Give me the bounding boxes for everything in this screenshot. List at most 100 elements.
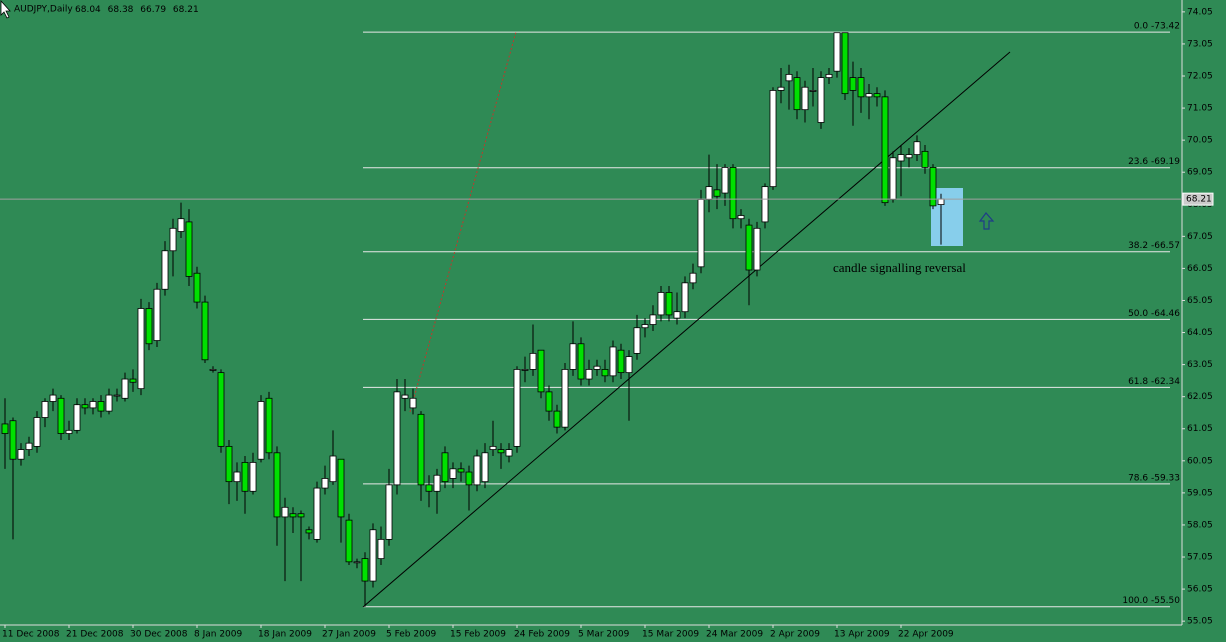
candle-body bbox=[921, 150, 929, 168]
y-tick-label: 64.05 bbox=[1187, 328, 1213, 338]
candle-body bbox=[89, 401, 97, 409]
ohlc-header: 68.04 68.38 66.79 68.21 bbox=[75, 5, 199, 15]
candle-body bbox=[761, 186, 769, 223]
x-tick-label: 24 Mar 2009 bbox=[706, 630, 763, 640]
candle-body bbox=[841, 32, 849, 95]
candle-body bbox=[97, 401, 105, 412]
price-box bbox=[1182, 192, 1214, 206]
candle-body bbox=[553, 410, 561, 428]
fib-fan-line bbox=[409, 31, 517, 413]
y-tick-label: 58.05 bbox=[1187, 520, 1213, 530]
candle-body bbox=[345, 519, 353, 563]
candle-body bbox=[809, 90, 817, 92]
candle-body bbox=[113, 394, 121, 397]
y-tick-label: 59.05 bbox=[1187, 488, 1213, 498]
axes: 55.05 56.05 57.05 58.05 59.05 60.05 61.05 62.05… bbox=[0, 7, 1214, 640]
fib-label: 78.6 -59.33 bbox=[1128, 473, 1180, 483]
candle-body bbox=[849, 77, 857, 91]
x-tick-label: 22 Apr 2009 bbox=[898, 630, 954, 640]
candle-body bbox=[745, 224, 753, 271]
candle-body bbox=[121, 378, 129, 399]
candle-body bbox=[289, 513, 297, 518]
candle-body bbox=[433, 474, 441, 492]
candle-body bbox=[905, 154, 913, 159]
y-tick-label: 55.05 bbox=[1187, 617, 1213, 627]
candle-body bbox=[313, 487, 321, 540]
candle-body bbox=[577, 343, 585, 380]
x-tick-label: 8 Jan 2009 bbox=[194, 630, 242, 640]
candle-body bbox=[609, 346, 617, 377]
candle-body bbox=[441, 452, 449, 483]
candle-body bbox=[521, 369, 529, 371]
x-tick-label: 5 Mar 2009 bbox=[578, 630, 630, 640]
candle-body bbox=[193, 272, 201, 303]
y-tick-label: 63.05 bbox=[1187, 360, 1213, 370]
candle-body bbox=[873, 93, 881, 98]
candle-body bbox=[9, 420, 17, 460]
candle-body bbox=[801, 86, 809, 111]
candle-body bbox=[857, 77, 865, 98]
candle-body bbox=[145, 308, 153, 345]
candle-body bbox=[913, 141, 921, 155]
candle-body bbox=[1, 423, 9, 434]
candle-body bbox=[65, 429, 73, 434]
annotation: candle signalling reversal bbox=[833, 260, 966, 275]
candle-body bbox=[177, 218, 185, 232]
candle-body bbox=[169, 227, 177, 252]
chart-title: AUDJPY,Daily bbox=[14, 5, 73, 15]
header-high: 68.38 bbox=[108, 5, 134, 15]
candle-body bbox=[361, 558, 369, 582]
candle-body bbox=[537, 349, 545, 393]
candle-body bbox=[217, 372, 225, 447]
y-tick-label: 72.05 bbox=[1187, 72, 1213, 82]
candle-body bbox=[825, 73, 833, 79]
candle-body bbox=[417, 413, 425, 486]
fib-label: 100.0 -55.50 bbox=[1122, 596, 1180, 606]
candle-body bbox=[625, 356, 633, 374]
candle-body bbox=[785, 73, 793, 82]
fib-group: 0.0 -73.42 23.6 -69.19 38.2 -66.57 50.0 -64… bbox=[363, 22, 1180, 608]
candle-body bbox=[273, 452, 281, 518]
fib-label: 50.0 -64.46 bbox=[1128, 309, 1180, 319]
candle-body bbox=[353, 561, 361, 564]
y-tick-label: 73.05 bbox=[1187, 39, 1213, 49]
candle-body bbox=[257, 401, 265, 460]
candle-body bbox=[49, 394, 57, 402]
candle-body bbox=[233, 471, 241, 483]
x-tick-label: 11 Dec 2008 bbox=[2, 630, 60, 640]
candle-body bbox=[33, 417, 41, 447]
price-label: 68.21 bbox=[1186, 195, 1212, 205]
x-tick-label: 15 Mar 2009 bbox=[642, 630, 699, 640]
candle-body bbox=[425, 484, 433, 492]
candle-body bbox=[305, 529, 313, 534]
candle-body bbox=[601, 369, 609, 377]
fib-label: 61.8 -62.34 bbox=[1128, 377, 1180, 387]
candle-body bbox=[721, 166, 729, 194]
candle-body bbox=[401, 394, 409, 399]
candle-body bbox=[897, 154, 905, 162]
candle-body bbox=[457, 468, 465, 473]
candle-body bbox=[337, 458, 345, 518]
x-tick-label: 5 Feb 2009 bbox=[386, 630, 437, 640]
candle-body bbox=[105, 394, 113, 412]
candle-body bbox=[161, 250, 169, 290]
x-tick-label: 27 Jan 2009 bbox=[322, 630, 376, 640]
y-tick-label: 71.05 bbox=[1187, 104, 1213, 114]
candle-body bbox=[81, 404, 89, 409]
candle-body bbox=[201, 301, 209, 361]
cursor bbox=[0, 0, 11, 19]
y-tick-label: 66.05 bbox=[1187, 264, 1213, 274]
candle-body bbox=[641, 324, 649, 329]
x-tick-label: 13 Apr 2009 bbox=[834, 630, 890, 640]
candle-body bbox=[681, 282, 689, 313]
x-tick-label: 30 Dec 2008 bbox=[130, 630, 188, 640]
candle-body bbox=[57, 397, 65, 434]
y-tick-label: 69.05 bbox=[1187, 168, 1213, 178]
y-tick-label: 65.05 bbox=[1187, 296, 1213, 306]
candle-body bbox=[529, 352, 537, 370]
candle-body bbox=[481, 452, 489, 483]
candle-body bbox=[185, 221, 193, 277]
candle-body bbox=[793, 77, 801, 111]
candle-body bbox=[865, 93, 873, 98]
